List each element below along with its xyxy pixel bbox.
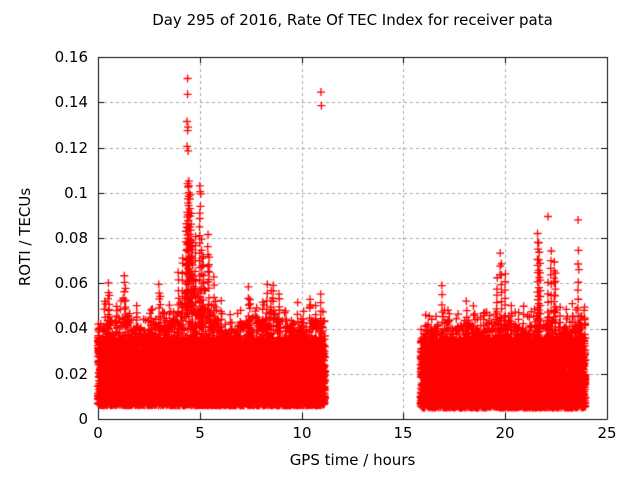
gnuplot-chart-window: Day 295 of 2016, Rate Of TEC Index for r… bbox=[0, 0, 640, 480]
plot-canvas bbox=[0, 0, 640, 480]
